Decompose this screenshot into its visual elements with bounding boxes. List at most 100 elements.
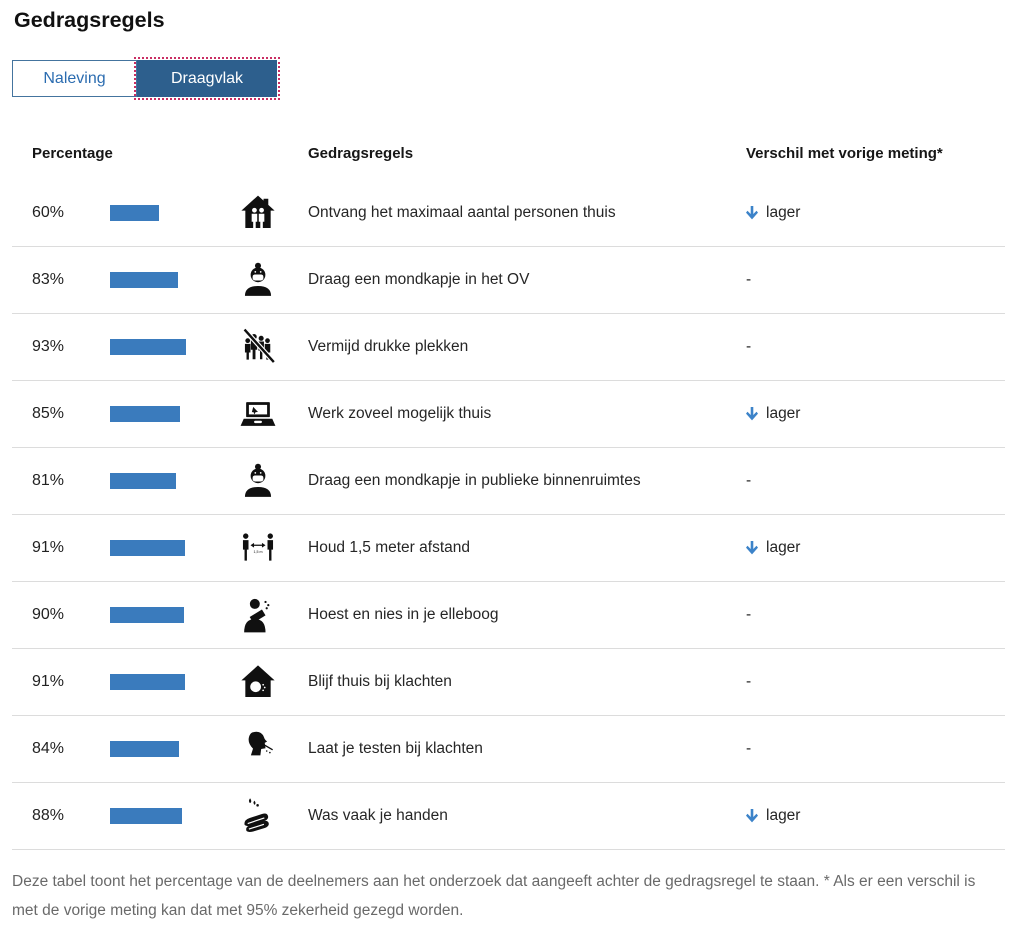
tab-bar: Naleving Draagvlak xyxy=(12,57,1005,100)
change-label: - xyxy=(746,472,752,489)
tab-naleving[interactable]: Naleving xyxy=(12,60,137,97)
icon-cell xyxy=(208,259,308,301)
icon-cell xyxy=(208,326,308,368)
bar-cell xyxy=(110,540,208,556)
bar-cell xyxy=(110,808,208,824)
change-label: lager xyxy=(766,539,801,556)
table-row: 83% Draag een mondkapje in het OV - xyxy=(12,247,1005,314)
percentage-bar xyxy=(110,473,177,489)
change-label: lager xyxy=(766,807,801,824)
percentage-bar xyxy=(110,540,185,556)
wash-hands-icon xyxy=(239,795,277,837)
rule-label: Draag een mondkapje in publieke binnenru… xyxy=(308,472,641,489)
bar-cell xyxy=(110,272,208,288)
rule-label: Blijf thuis bij klachten xyxy=(308,673,452,690)
header-gedragsregels: Gedragsregels xyxy=(308,145,414,162)
rule-label: Laat je testen bij klachten xyxy=(308,740,483,757)
change-cell: - xyxy=(746,606,1005,624)
bar-cell xyxy=(110,406,208,422)
arrow-down-icon xyxy=(746,809,758,823)
bar-cell xyxy=(110,741,208,757)
tab-draagvlak[interactable]: Draagvlak xyxy=(134,57,280,100)
rule-label: Vermijd drukke plekken xyxy=(308,338,469,355)
percentage-bar xyxy=(110,674,185,690)
icon-cell xyxy=(208,795,308,837)
arrow-down-icon xyxy=(746,541,758,555)
change-cell: - xyxy=(746,338,1005,356)
page-title: Gedragsregels xyxy=(14,8,165,32)
icon-cell xyxy=(208,527,308,569)
table-footnote: Deze tabel toont het percentage van de d… xyxy=(12,873,976,919)
table-row: 88% Was vaak je handen lager xyxy=(12,783,1005,850)
percentage-value: 81% xyxy=(32,472,65,489)
icon-cell xyxy=(208,594,308,636)
rule-label: Ontvang het maximaal aantal personen thu… xyxy=(308,204,616,221)
header-verschil: Verschil met vorige meting* xyxy=(746,145,943,162)
percentage-value: 88% xyxy=(32,807,65,824)
change-cell: - xyxy=(746,271,1005,289)
percentage-value: 85% xyxy=(32,405,65,422)
table-header-row: Percentage Gedragsregels Verschil met vo… xyxy=(12,145,1005,180)
change-cell: - xyxy=(746,740,1005,758)
percentage-value: 91% xyxy=(32,673,65,690)
change-label: - xyxy=(746,673,752,690)
rule-label: Was vaak je handen xyxy=(308,807,448,824)
table-row: 93% Vermijd drukke plekken - xyxy=(12,314,1005,381)
rule-label: Draag een mondkapje in het OV xyxy=(308,271,530,288)
change-cell: lager xyxy=(746,405,1005,423)
percentage-value: 91% xyxy=(32,539,65,556)
percentage-value: 83% xyxy=(32,271,65,288)
bar-cell xyxy=(110,339,208,355)
percentage-value: 60% xyxy=(32,204,65,221)
change-label: lager xyxy=(766,204,801,221)
rule-label: Werk zoveel mogelijk thuis xyxy=(308,405,492,422)
percentage-bar xyxy=(110,205,160,221)
cough-elbow-icon xyxy=(239,594,277,636)
change-cell: - xyxy=(746,673,1005,691)
change-label: - xyxy=(746,606,752,623)
home-visitors-icon xyxy=(239,192,277,234)
table-row: 91% Houd 1,5 meter afstand lager xyxy=(12,515,1005,582)
icon-cell xyxy=(208,460,308,502)
change-cell: lager xyxy=(746,204,1005,222)
arrow-down-icon xyxy=(746,206,758,220)
icon-cell xyxy=(208,192,308,234)
test-icon xyxy=(239,728,277,770)
face-mask-icon xyxy=(239,259,277,301)
change-cell: lager xyxy=(746,539,1005,557)
rule-label: Houd 1,5 meter afstand xyxy=(308,539,470,556)
header-percentage: Percentage xyxy=(32,145,113,162)
table-row: 81% Draag een mondkapje in publieke binn… xyxy=(12,448,1005,515)
laptop-icon xyxy=(239,393,277,435)
table-row: 60% Ontvang het maximaal aantal personen… xyxy=(12,180,1005,247)
rules-table-body: 60% Ontvang het maximaal aantal personen… xyxy=(12,180,1005,850)
percentage-bar xyxy=(110,808,183,824)
percentage-bar xyxy=(110,339,187,355)
icon-cell xyxy=(208,661,308,703)
icon-cell xyxy=(208,728,308,770)
bar-cell xyxy=(110,205,208,221)
table-row: 91% Blijf thuis bij klachten - xyxy=(12,649,1005,716)
rule-label: Hoest en nies in je elleboog xyxy=(308,606,499,623)
face-mask-icon xyxy=(239,460,277,502)
change-cell: lager xyxy=(746,807,1005,825)
percentage-bar xyxy=(110,272,179,288)
change-cell: - xyxy=(746,472,1005,490)
arrow-down-icon xyxy=(746,407,758,421)
percentage-value: 84% xyxy=(32,740,65,757)
stay-home-icon xyxy=(239,661,277,703)
percentage-bar xyxy=(110,406,180,422)
bar-cell xyxy=(110,607,208,623)
percentage-bar xyxy=(110,741,179,757)
change-label: - xyxy=(746,338,752,355)
table-row: 84% Laat je testen bij klachten - xyxy=(12,716,1005,783)
avoid-crowds-icon xyxy=(239,326,277,368)
distance-icon xyxy=(239,527,277,569)
percentage-bar xyxy=(110,607,184,623)
change-label: - xyxy=(746,740,752,757)
table-row: 90% Hoest en nies in je elleboog - xyxy=(12,582,1005,649)
percentage-value: 90% xyxy=(32,606,65,623)
table-row: 85% Werk zoveel mogelijk thuis lager xyxy=(12,381,1005,448)
bar-cell xyxy=(110,674,208,690)
bar-cell xyxy=(110,473,208,489)
